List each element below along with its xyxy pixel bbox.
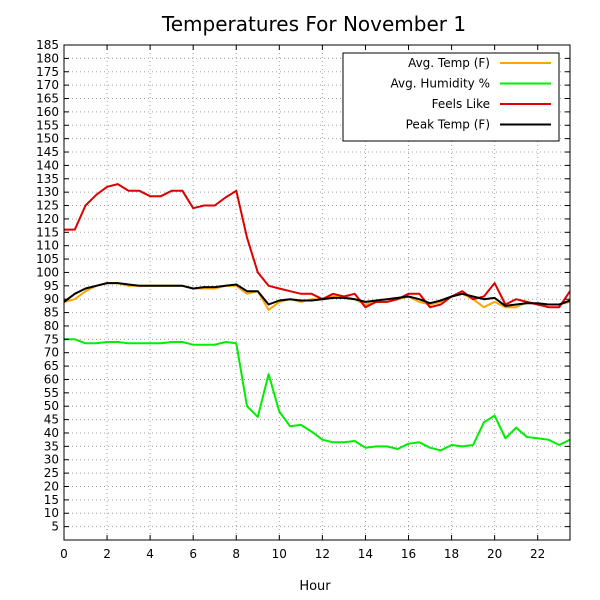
y-tick-label: 130 [36, 185, 59, 199]
y-tick-label: 110 [36, 239, 59, 253]
y-tick-label: 155 [36, 118, 59, 132]
x-tick-label: 10 [272, 547, 287, 561]
y-tick-label: 145 [36, 145, 59, 159]
y-tick-label: 105 [36, 252, 59, 266]
y-tick-label: 180 [36, 51, 59, 65]
x-tick-label: 8 [232, 547, 240, 561]
y-tick-label: 40 [44, 426, 59, 440]
y-tick-label: 100 [36, 265, 59, 279]
x-tick-label: 22 [530, 547, 545, 561]
y-tick-label: 115 [36, 225, 59, 239]
y-tick-label: 95 [44, 279, 59, 293]
y-tick-label: 25 [44, 466, 59, 480]
y-tick-label: 170 [36, 78, 59, 92]
y-tick-label: 15 [44, 493, 59, 507]
legend-label-4: Peak Temp (F) [406, 118, 490, 132]
y-tick-label: 10 [44, 506, 59, 520]
grid-layer [63, 44, 570, 540]
y-tick-label: 140 [36, 158, 59, 172]
y-tick-label: 90 [44, 292, 59, 306]
series-line-2 [64, 338, 571, 452]
y-tick-label: 150 [36, 132, 59, 146]
y-tick-label: 85 [44, 306, 59, 320]
legend-box [342, 52, 560, 142]
y-tick-label: 125 [36, 199, 59, 213]
y-tick-label: 80 [44, 319, 59, 333]
y-tick-label: 45 [44, 413, 59, 427]
x-tick-label: 16 [401, 547, 416, 561]
x-tick-label: 12 [315, 547, 330, 561]
y-tick-label: 70 [44, 346, 59, 360]
y-tick-label: 5 [51, 520, 59, 534]
y-tick-label: 55 [44, 386, 59, 400]
x-tick-label: 18 [444, 547, 459, 561]
legend: Avg. Temp (F) Avg. Humidity % Feels Like Pe… [342, 52, 560, 142]
y-tick-label: 35 [44, 439, 59, 453]
y-tick-label: 185 [36, 38, 59, 52]
series-layer [63, 183, 571, 452]
x-tick-label: 2 [103, 547, 111, 561]
y-tick-label: 65 [44, 359, 59, 373]
y-tick-label: 20 [44, 479, 59, 493]
x-tick-label: 4 [146, 547, 154, 561]
legend-label-2: Avg. Humidity % [391, 77, 490, 91]
series-line-4 [63, 282, 571, 307]
y-tick-label: 175 [36, 65, 59, 79]
y-tick-label: 120 [36, 212, 59, 226]
y-tick-label: 165 [36, 92, 59, 106]
y-tick-label: 50 [44, 399, 59, 413]
y-tick-label: 160 [36, 105, 59, 119]
legend-label-1: Avg. Temp (F) [408, 56, 490, 70]
x-tick-label: 0 [60, 547, 68, 561]
y-tick-label: 30 [44, 453, 59, 467]
plot-frame [63, 44, 571, 541]
x-tick-label: 6 [189, 547, 197, 561]
y-tick-label: 60 [44, 372, 59, 386]
legend-label-3: Feels Like [432, 97, 490, 111]
chart-title: Temperatures For November 1 [161, 12, 466, 36]
y-tick-label: 75 [44, 332, 59, 346]
x-tick-label: 14 [358, 547, 373, 561]
x-tick-label: 20 [487, 547, 502, 561]
y-tick-label: 135 [36, 172, 59, 186]
x-axis-label: Hour [299, 579, 331, 594]
series-line-3 [64, 183, 571, 309]
ticks-layer: 5101520253035404550556065707580859095100… [36, 38, 570, 561]
